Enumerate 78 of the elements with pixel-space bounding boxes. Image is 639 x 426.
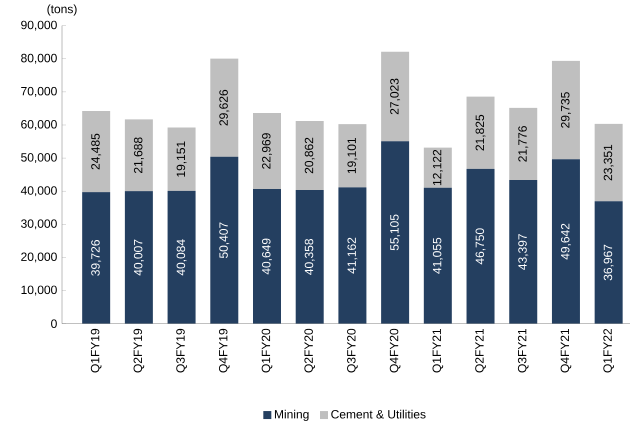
bar — [381, 52, 410, 142]
data-label: 40,084 — [176, 239, 187, 276]
x-tick-label: Q3FY19 — [176, 329, 187, 373]
bar — [338, 124, 366, 188]
y-tick-label: 40,000 — [20, 186, 57, 196]
x-tick-label: Q3FY21 — [518, 329, 529, 373]
bar — [381, 141, 410, 324]
bar — [552, 60, 580, 160]
y-tick-label: 70,000 — [21, 87, 57, 97]
data-label: 41,055 — [432, 238, 443, 274]
data-label: 39,726 — [91, 240, 102, 276]
bar — [210, 58, 238, 157]
bar — [82, 111, 110, 192]
bar — [424, 188, 452, 324]
data-label: 12,122 — [432, 150, 443, 186]
data-label: 22,969 — [262, 133, 272, 169]
bar — [466, 168, 495, 324]
data-label: 19,101 — [347, 138, 358, 174]
data-label: 23,351 — [604, 144, 614, 180]
data-label: 41,162 — [347, 238, 358, 274]
bar — [466, 96, 495, 169]
x-tick-label: Q4FY21 — [560, 329, 572, 373]
y-tick-label: 80,000 — [21, 54, 57, 64]
y-tick-label: 10,000 — [22, 286, 57, 296]
x-tick-label: Q2FY20 — [304, 328, 316, 373]
data-label: 40,007 — [134, 240, 144, 276]
x-tick-label: Q1FY21 — [432, 329, 444, 373]
data-label: 21,825 — [476, 115, 486, 151]
x-tick-label: Q1FY19 — [90, 329, 102, 373]
bar — [210, 156, 238, 324]
data-label: 49,642 — [560, 224, 571, 260]
y-tick-label: 90,000 — [21, 20, 57, 31]
x-tick-label: Q1FY22 — [603, 329, 614, 373]
bar — [252, 113, 281, 190]
bar — [552, 159, 580, 324]
data-label: 43,397 — [518, 234, 528, 270]
data-label: 40,358 — [304, 239, 315, 276]
data-label: 24,485 — [91, 134, 102, 170]
data-label: 36,967 — [604, 244, 614, 280]
x-tick-label: Q3FY20 — [347, 328, 358, 373]
data-label: 20,862 — [304, 138, 315, 174]
y-tick-label: 0 — [51, 320, 57, 328]
x-tick-label: Q2FY21 — [475, 329, 486, 373]
bar — [509, 108, 538, 180]
bar — [252, 189, 281, 324]
legend-label: Mining — [274, 410, 309, 422]
data-label: 21,688 — [134, 138, 144, 174]
y-tick-label: 60,000 — [21, 120, 57, 130]
data-label: 21,776 — [518, 126, 528, 162]
x-tick-label: Q1FY20 — [262, 328, 272, 373]
data-label: 29,735 — [560, 92, 571, 128]
bar — [124, 120, 153, 192]
bar — [338, 187, 366, 324]
bar — [509, 180, 538, 324]
bar — [296, 121, 324, 190]
bar — [296, 190, 324, 324]
y-axis-title: (tons) — [47, 4, 77, 16]
bar — [124, 191, 153, 324]
data-label: 50,407 — [219, 222, 230, 258]
legend-label: Cement & Utilities — [331, 410, 426, 419]
bar — [168, 191, 196, 324]
y-tick-label: 20,000 — [21, 252, 57, 262]
data-label: 55,105 — [390, 214, 400, 250]
bar — [424, 148, 452, 188]
bar — [594, 124, 623, 202]
x-tick-label: Q4FY20 — [390, 328, 400, 373]
y-tick-label: 50,000 — [21, 153, 57, 164]
data-label: 19,151 — [176, 142, 187, 177]
data-label: 46,750 — [476, 228, 486, 264]
bar — [168, 128, 196, 192]
data-label: 27,023 — [390, 78, 400, 114]
x-tick-label: Q4FY19 — [218, 329, 230, 373]
y-tick-label: 30,000 — [21, 219, 57, 230]
data-label: 29,626 — [219, 90, 230, 126]
x-tick-label: Q2FY19 — [134, 329, 144, 373]
bar — [82, 192, 110, 324]
data-label: 40,649 — [262, 238, 272, 275]
bar — [594, 201, 623, 324]
